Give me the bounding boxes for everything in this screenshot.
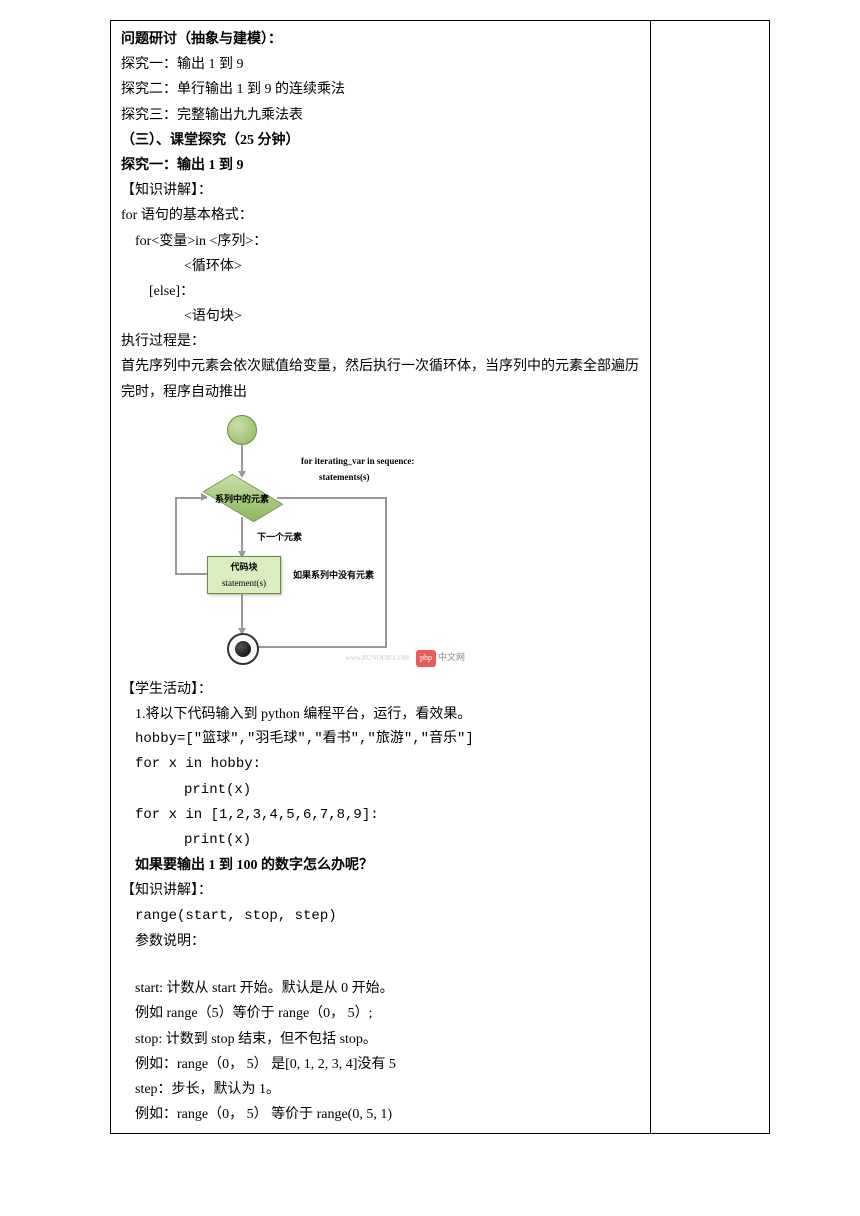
flowchart-start-node <box>227 415 257 445</box>
flowchart-line <box>277 497 387 499</box>
explore1: 探究一：输出 1 到 9 <box>121 52 640 77</box>
section3-heading: （三）、课堂探究（25 分钟） <box>121 128 640 153</box>
runoob-watermark: www.RUNOOB.COM <box>346 654 410 662</box>
iter-text1: for iterating_var in sequence: <box>301 456 414 466</box>
flowchart-end-node <box>227 633 259 665</box>
iter-text2: statements(s) <box>301 472 369 482</box>
problem-study-heading: 问题研讨（抽象与建模）： <box>121 27 640 52</box>
watermark: www.RUNOOB.COM php中文网 <box>346 649 465 666</box>
flowchart-line <box>175 573 207 575</box>
php-logo-icon: php <box>416 650 436 666</box>
stop-ex: 例如：range（0， 5） 是[0, 1, 2, 3, 4]没有 5 <box>121 1052 640 1077</box>
page: 问题研讨（抽象与建模）： 探究一：输出 1 到 9 探究二：单行输出 1 到 9… <box>0 0 860 1216</box>
student-activity: 【学生活动】： <box>121 677 640 702</box>
start-desc: start: 计数从 start 开始。默认是从 0 开始。 <box>121 976 640 1001</box>
box-label1: 代码块 <box>208 559 280 575</box>
flowchart-code-block-node: 代码块 statement(s) <box>207 556 281 594</box>
code-hobby: hobby=["篮球","羽毛球","看书","旅游","音乐"] <box>121 727 640 752</box>
start-ex: 例如 range（5）等价于 range（0， 5）; <box>121 1001 640 1026</box>
q-100: 如果要输出 1 到 100 的数字怎么办呢？ <box>121 853 640 878</box>
for-line1: for<变量>in <序列>： <box>121 229 640 254</box>
for-format: for 语句的基本格式： <box>121 203 640 228</box>
for-line2: <循环体> <box>121 254 640 279</box>
activity1: 1.将以下代码输入到 python 编程平台，运行，看效果。 <box>121 702 640 727</box>
knowledge-open: 【知识讲解】： <box>121 178 640 203</box>
code-for2: for x in [1,2,3,4,5,6,7,8,9]: <box>121 803 640 828</box>
side-notes-cell <box>651 21 770 1134</box>
explore3: 探究三：完整输出九九乘法表 <box>121 103 640 128</box>
for-line4: <语句块> <box>121 304 640 329</box>
for-line3: [else]： <box>121 279 640 304</box>
next-elem-label: 下一个元素 <box>257 529 302 545</box>
param-desc: 参数说明： <box>121 929 640 954</box>
diamond-label: 系列中的元素 <box>207 491 277 507</box>
flowchart-decision-node: 系列中的元素 <box>207 477 277 517</box>
flowchart-line <box>241 517 243 555</box>
spacer <box>121 954 640 976</box>
explore1-bold: 探究一：输出 1 到 9 <box>121 153 640 178</box>
code-print2: print(x) <box>121 828 640 853</box>
flowchart-line <box>175 497 177 575</box>
step-desc: step：步长，默认为 1。 <box>121 1077 640 1102</box>
box-label2: statement(s) <box>208 575 280 591</box>
range-sig: range(start, stop, step) <box>121 904 640 929</box>
knowledge-open2: 【知识讲解】： <box>121 878 640 903</box>
stop-desc: stop: 计数到 stop 结束，但不包括 stop。 <box>121 1027 640 1052</box>
for-loop-flowchart: for iterating_var in sequence: statement… <box>161 411 471 671</box>
flowchart-line <box>256 646 387 648</box>
flowchart-iter-label: for iterating_var in sequence: statement… <box>301 453 414 485</box>
content-table: 问题研讨（抽象与建模）： 探究一：输出 1 到 9 探究二：单行输出 1 到 9… <box>110 20 770 1134</box>
end-inner <box>235 641 251 657</box>
php-cn-text: 中文网 <box>438 652 465 662</box>
explore2: 探究二：单行输出 1 到 9 的连续乘法 <box>121 77 640 102</box>
exec-desc: 首先序列中元素会依次赋值给变量，然后执行一次循环体，当序列中的元素全部遍历完时，… <box>121 354 640 404</box>
exec-process: 执行过程是： <box>121 329 640 354</box>
flowchart-line <box>241 593 243 633</box>
flowchart-line <box>385 497 387 647</box>
no-elem-label: 如果系列中没有元素 <box>293 567 374 583</box>
step-ex: 例如：range（0， 5） 等价于 range(0, 5, 1) <box>121 1102 640 1127</box>
code-print1: print(x) <box>121 778 640 803</box>
code-for1: for x in hobby: <box>121 752 640 777</box>
main-content-cell: 问题研讨（抽象与建模）： 探究一：输出 1 到 9 探究二：单行输出 1 到 9… <box>111 21 651 1134</box>
